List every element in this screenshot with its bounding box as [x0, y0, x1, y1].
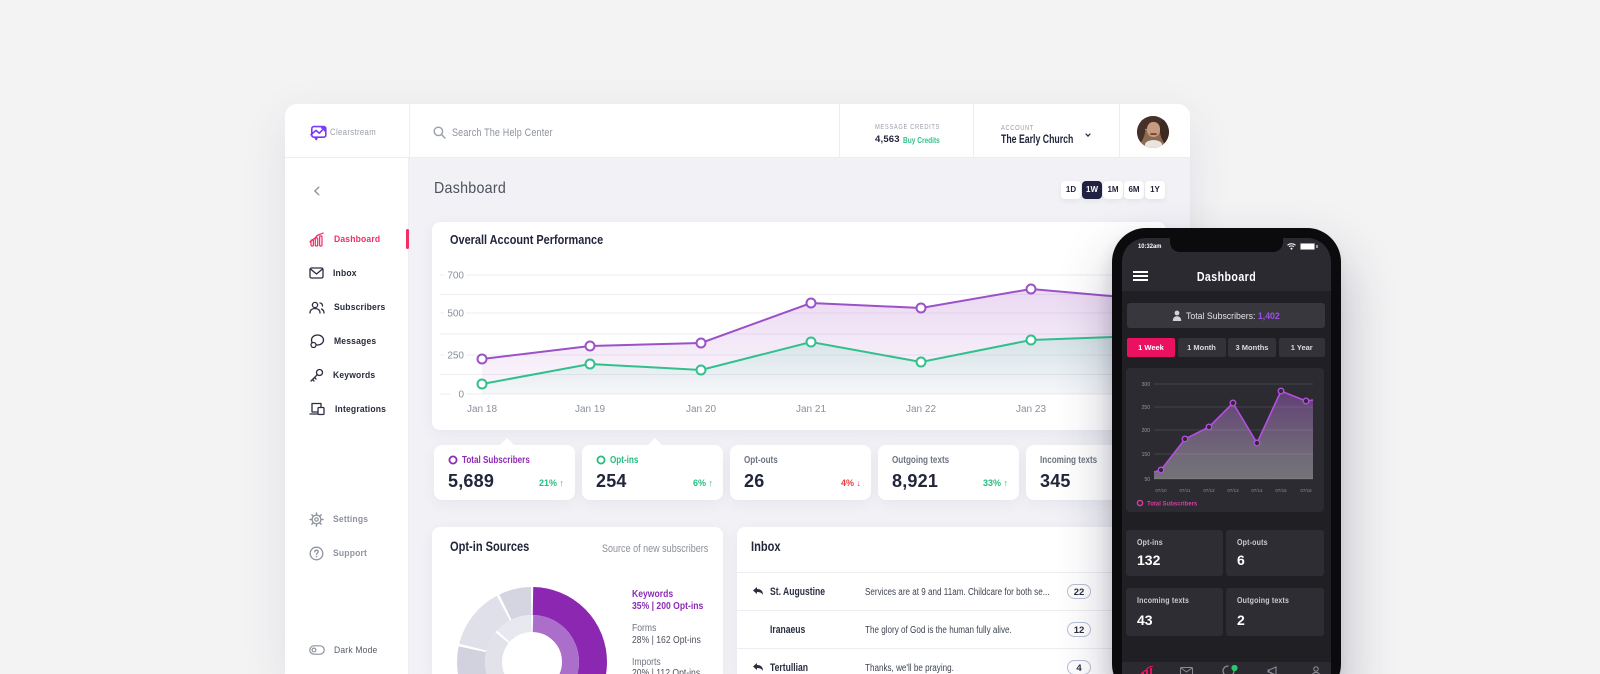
svg-text:Jan 22: Jan 22 [906, 404, 936, 415]
svg-text:Jan 18: Jan 18 [467, 404, 497, 415]
svg-text:300: 300 [1142, 382, 1151, 388]
svg-text:Jan 20: Jan 20 [686, 404, 716, 415]
svg-text:Jan 21: Jan 21 [796, 404, 826, 415]
svg-text:07/11: 07/11 [1180, 488, 1191, 493]
svg-text:Jan 23: Jan 23 [1016, 404, 1046, 415]
svg-text:07/14: 07/14 [1251, 488, 1263, 493]
svg-text:700: 700 [447, 271, 464, 282]
svg-text:07/16: 07/16 [1300, 488, 1312, 493]
svg-text:07/13: 07/13 [1227, 488, 1239, 493]
svg-text:0: 0 [458, 390, 464, 401]
svg-text:250: 250 [447, 351, 464, 362]
svg-text:07/12: 07/12 [1203, 488, 1215, 493]
svg-text:150: 150 [1142, 452, 1151, 458]
svg-text:200: 200 [1142, 428, 1151, 434]
svg-text:Total Subscribers: Total Subscribers [1147, 502, 1198, 508]
svg-text:07/10: 07/10 [1155, 488, 1167, 493]
svg-text:50: 50 [1144, 477, 1150, 483]
svg-text:250: 250 [1142, 405, 1151, 411]
svg-text:Jan 19: Jan 19 [575, 404, 605, 415]
svg-text:500: 500 [447, 309, 464, 320]
svg-text:07/15: 07/15 [1275, 488, 1287, 493]
